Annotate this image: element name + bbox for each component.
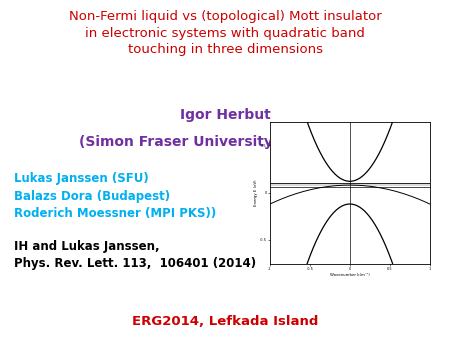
Text: Non-Fermi liquid vs (topological) Mott insulator
in electronic systems with quad: Non-Fermi liquid vs (topological) Mott i…: [68, 10, 382, 56]
Text: ERG2014, Lefkada Island: ERG2014, Lefkada Island: [132, 315, 318, 328]
Y-axis label: Energy E (eV): Energy E (eV): [254, 179, 258, 206]
Text: IH and Lukas Janssen,
Phys. Rev. Lett. 113,  106401 (2014): IH and Lukas Janssen, Phys. Rev. Lett. 1…: [14, 240, 256, 270]
Text: Lukas Janssen (SFU)
Balazs Dora (Budapest)
Roderich Moessner (MPI PKS)): Lukas Janssen (SFU) Balazs Dora (Budapes…: [14, 172, 216, 220]
Text: Igor Herbut: Igor Herbut: [180, 108, 270, 122]
X-axis label: Wavenumber k(m⁻¹): Wavenumber k(m⁻¹): [330, 272, 370, 276]
Text: (Simon Fraser University, Vancouver): (Simon Fraser University, Vancouver): [79, 135, 371, 149]
